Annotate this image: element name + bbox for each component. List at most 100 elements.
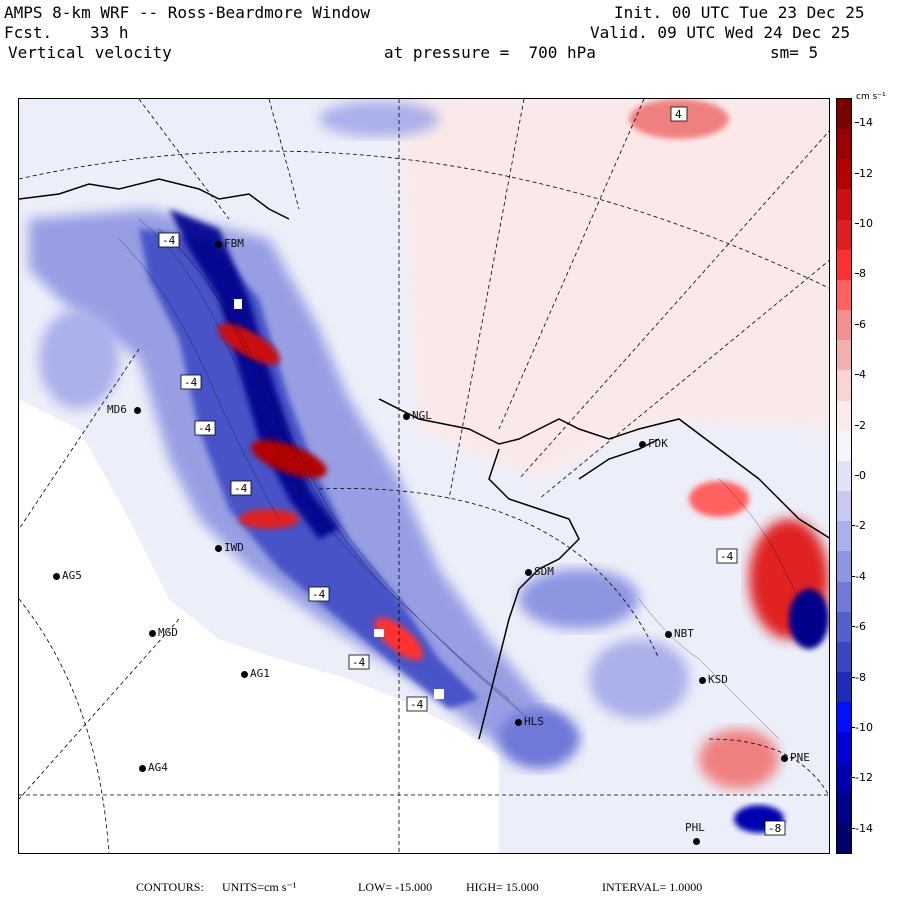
ice-shelf-region [19,399,499,853]
station-marker-icon [149,629,156,637]
station-ag4[interactable]: AG4 [139,761,168,774]
station-marker-icon [215,240,222,248]
station-marker-icon [699,676,706,684]
station-marker-icon [781,754,788,762]
smoothing: sm= 5 [770,43,819,62]
valid-time: Valid. 09 UTC Wed 24 Dec 25 [590,23,851,42]
station-marker-icon [639,440,646,448]
colorbar-tick-label: 8 [855,267,866,281]
positive-cell [218,323,280,365]
colorbar-segment [837,762,851,794]
forecast-label: Fcst. [4,23,53,42]
station-mgd[interactable]: MGD [149,626,178,639]
station-marker-icon [139,764,146,772]
vertical-velocity-field: -4 -4 -4 -4 -4 -4 -4 -4 4 -8 [19,99,829,853]
positive-cell [251,440,327,478]
colorbar-tick-label: -10 [851,721,873,734]
contour-lines [118,218,820,740]
colorbar-segment [837,641,851,673]
station-iwd[interactable]: IWD [215,541,244,554]
footer-interval: INTERVAL= 1.0000 [602,880,703,894]
colorbar-tick-label: -4 [851,569,866,583]
positive-field-northeast [399,99,829,479]
contour-label: -4 [184,376,198,389]
footer-low: LOW= -15.000 [358,880,433,894]
station-marker-icon [215,544,222,552]
colorbar-segment [837,460,851,492]
colorbar-segment [837,430,851,462]
contour-label: 4 [675,108,682,121]
pressure-level: at pressure = 700 hPa [384,43,596,62]
station-marker-icon [515,718,522,726]
colorbar-segment [837,310,851,341]
colorbar [836,98,852,854]
station-ag5[interactable]: AG5 [53,569,82,582]
station-marker-icon [403,412,410,420]
positive-cell [699,729,779,789]
colorbar-segment [837,189,851,221]
contour-label: -4 [352,656,366,669]
station-sdm[interactable]: SDM [525,565,554,578]
missing-data [234,299,242,309]
colorbar-segment [837,611,851,643]
footer-contours: CONTOURS: [136,880,204,894]
colorbar-segment [837,822,851,854]
station-hls[interactable]: HLS [515,715,544,728]
init-time: Init. 00 UTC Tue 23 Dec 25 [614,3,865,22]
colorbar-segment [837,581,851,613]
contour-label: -8 [768,822,781,835]
footer-high: HIGH= 15.000 [466,880,539,894]
station-ngl[interactable]: NGL [403,409,432,422]
station-marker-icon [693,837,700,845]
coastline [19,178,829,740]
contour-label: -4 [410,698,424,711]
negative-cell [39,309,119,409]
colorbar-tick-label: 14 [855,116,873,130]
colorbar-tick-label: 4 [855,368,866,382]
station-ag1[interactable]: AG1 [241,667,270,680]
colorbar-segment [837,672,851,703]
station-ksd[interactable]: KSD [699,673,728,686]
colorbar-segment [837,279,851,311]
contour-label: -4 [720,550,734,563]
colorbar-segment [837,159,851,190]
missing-data [374,629,384,637]
colorbar-tick-label: -14 [851,821,873,835]
contour-label: -4 [162,234,176,247]
colorbar-segment [837,129,851,160]
contour-label: -4 [234,482,248,495]
station-marker-icon [525,568,532,576]
variable-name: Vertical velocity [8,43,172,62]
colorbar-segment [837,219,851,251]
contour-label: -4 [312,588,326,601]
map-panel: -4 -4 -4 -4 -4 -4 -4 -4 4 -8 MD6 NGL FDK… [18,98,830,854]
station-marker-icon [241,670,248,678]
colorbar-segment [837,521,851,552]
station-fdk[interactable]: FDK [639,437,668,450]
missing-data [434,689,444,699]
colorbar-tick-label: -12 [851,771,873,785]
station-pne[interactable]: PNE [781,751,810,764]
colorbar-segment [837,400,851,432]
colorbar-tick-label: 10 [855,217,873,230]
station-phl[interactable]: PHL [685,821,705,847]
negative-cell [519,569,639,629]
negative-cell [319,101,439,137]
colorbar-segment [837,551,851,583]
colorbar-tick-label: -2 [851,519,866,533]
colorbar-segment [837,702,851,733]
contour-label: -4 [198,422,212,435]
colorbar-tick-label: 2 [855,418,866,432]
colorbar-tick-label: -8 [851,670,866,684]
positive-cell [239,509,299,529]
positive-cell [689,481,749,517]
colorbar-segment [837,491,851,522]
station-nbt[interactable]: NBT [665,627,694,640]
station-fbm[interactable]: FBM [215,237,244,250]
colorbar-segment [837,340,851,371]
colorbar-segment [837,792,851,824]
station-md6[interactable]: MD6 [107,403,143,416]
graticule [19,99,829,853]
colorbar-tick-label: 0 [855,469,866,482]
colorbar-segment [837,249,851,281]
